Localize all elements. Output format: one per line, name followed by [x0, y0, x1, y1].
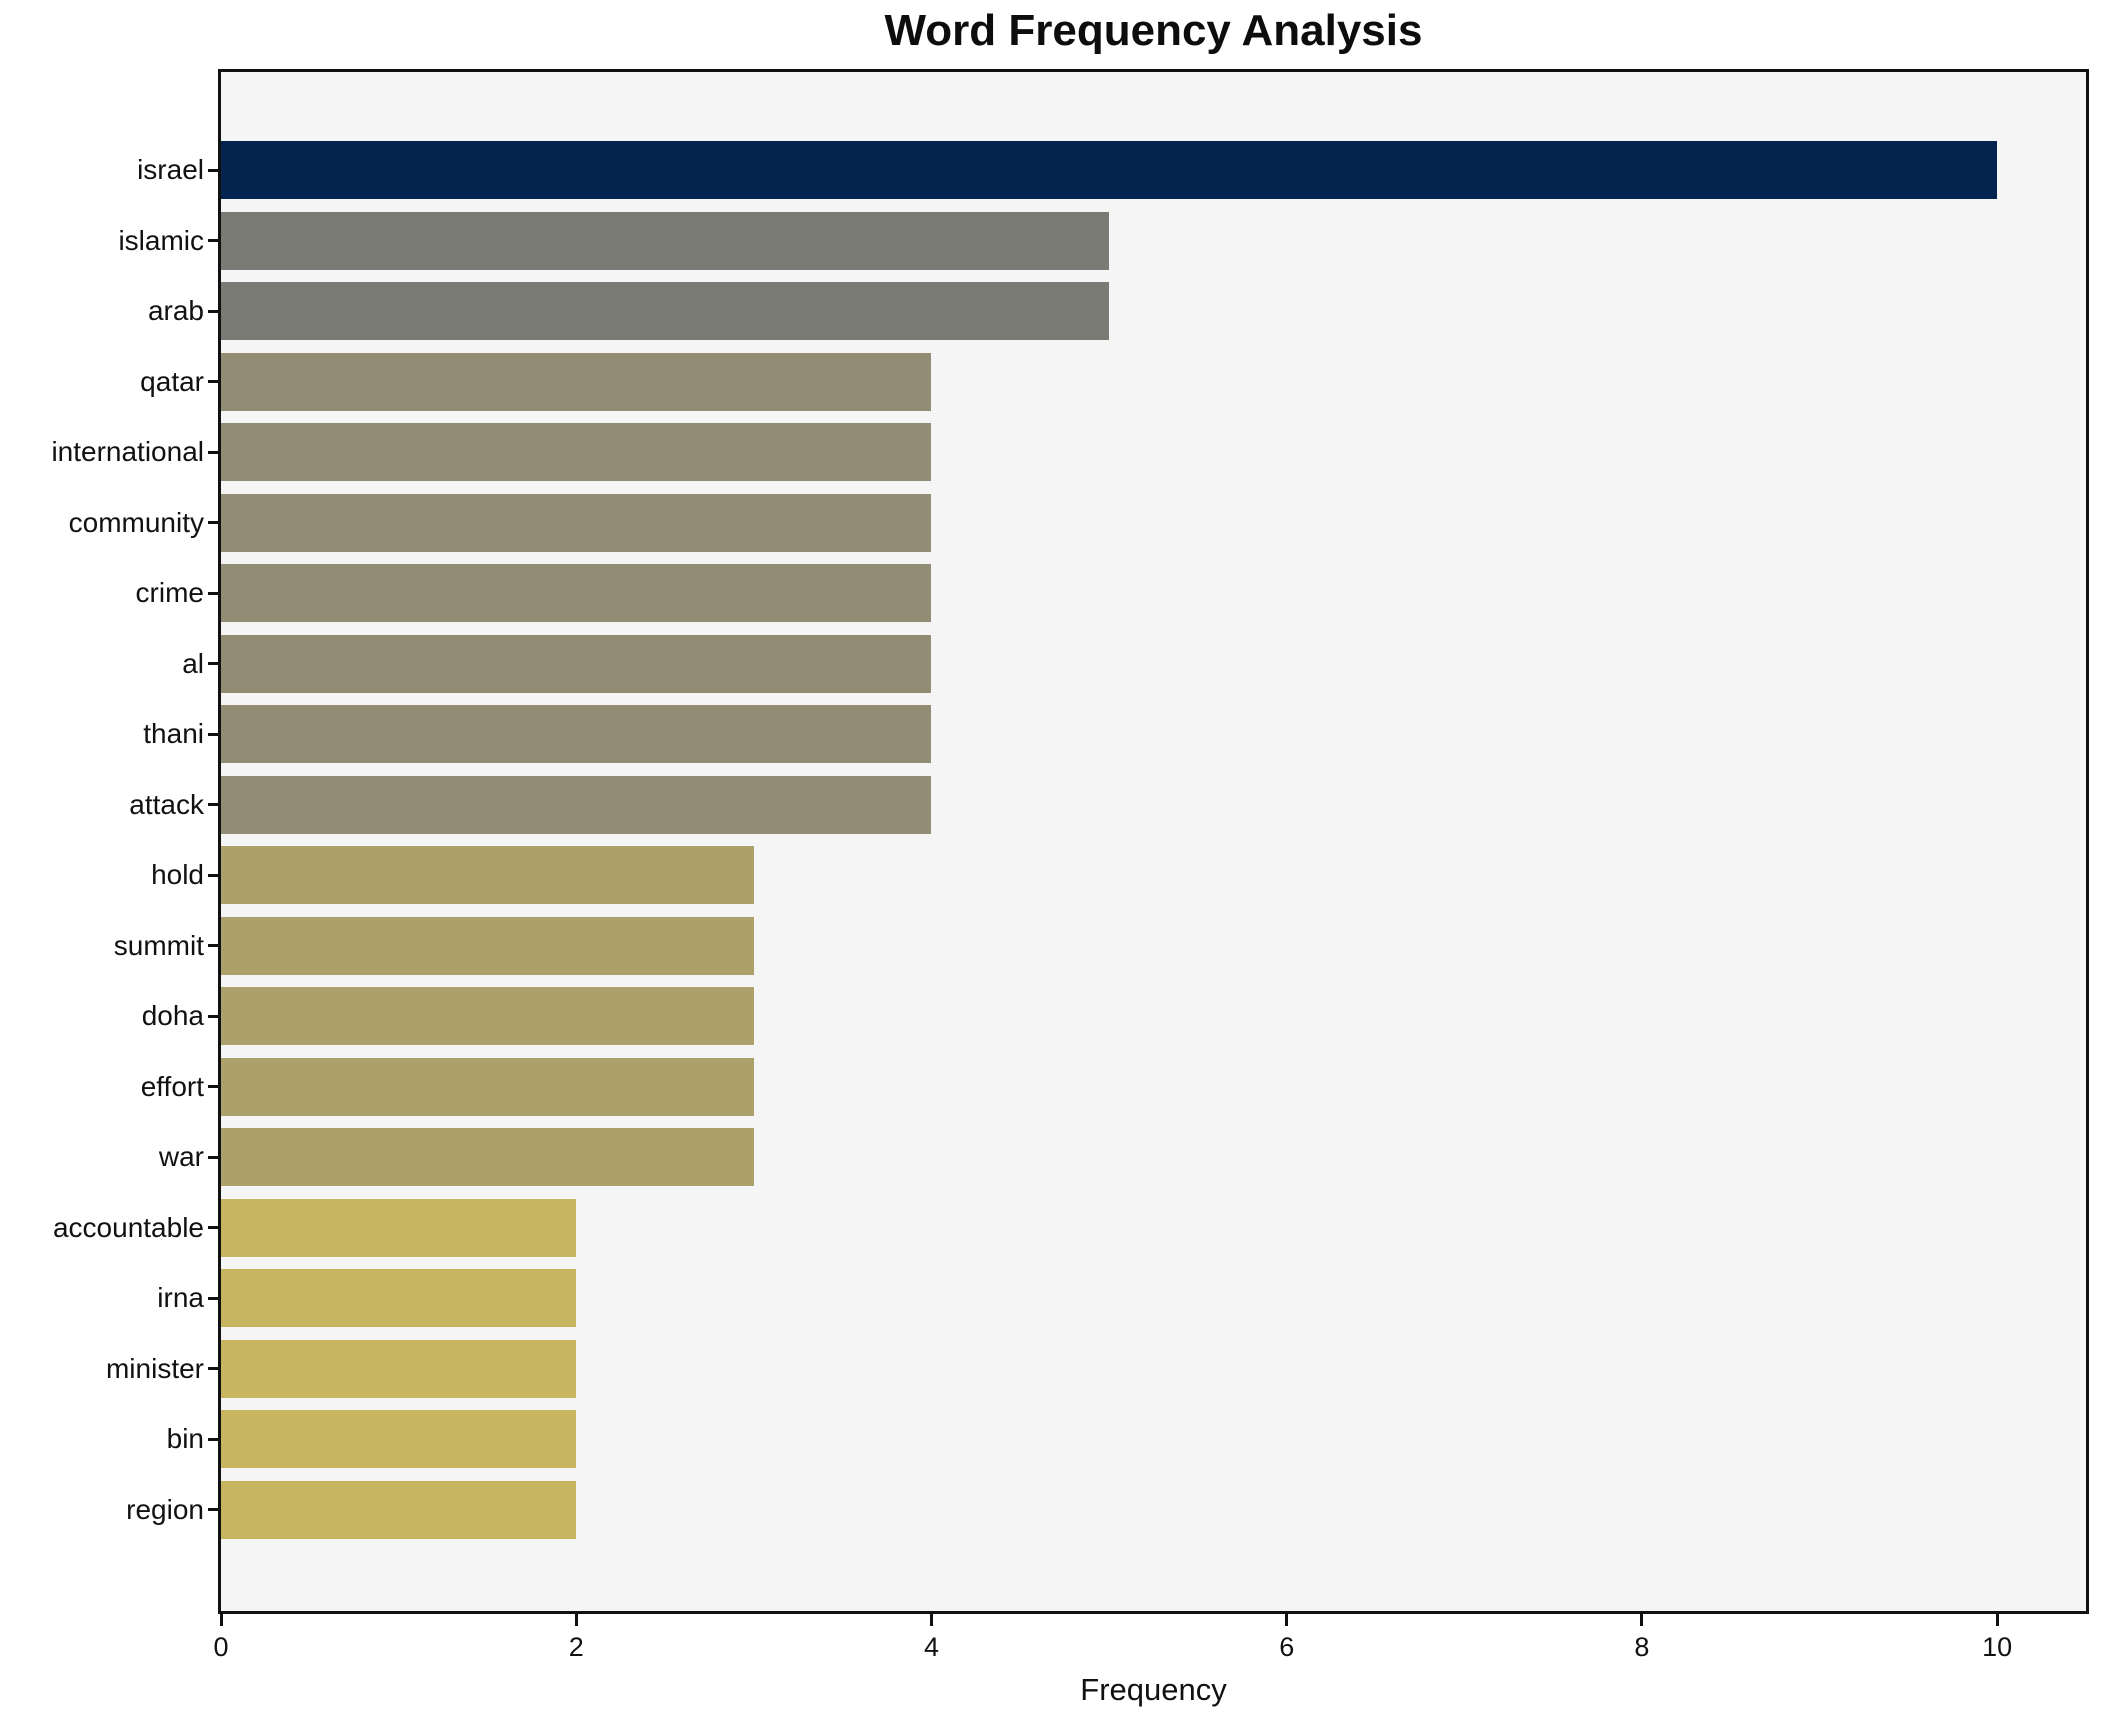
y-tick-war — [208, 1155, 219, 1159]
y-tick-label-minister: minister — [105, 1352, 204, 1384]
y-tick-israel — [208, 168, 219, 172]
y-tick-label-international: international — [51, 436, 204, 468]
y-tick-doha — [208, 1014, 219, 1018]
bar-irna — [221, 1269, 577, 1328]
x-tick-0 — [219, 1614, 223, 1626]
x-tick-label-2: 2 — [568, 1632, 584, 1662]
y-tick-label-irna: irna — [157, 1282, 204, 1314]
y-tick-region — [208, 1508, 219, 1512]
y-tick-label-hold: hold — [151, 859, 204, 891]
y-tick-crime — [208, 591, 219, 595]
plot-area — [221, 72, 2086, 1611]
bar-hold — [221, 846, 754, 905]
bar-al — [221, 634, 932, 693]
y-tick-label-accountable: accountable — [52, 1211, 204, 1243]
y-tick-community — [208, 521, 219, 525]
bar-bin — [221, 1410, 577, 1469]
chart-title: Word Frequency Analysis — [884, 6, 1423, 55]
bar-crime — [221, 564, 932, 623]
bar-war — [221, 1128, 754, 1187]
bar-thani — [221, 705, 932, 764]
y-tick-attack — [208, 803, 219, 807]
y-tick-bin — [208, 1437, 219, 1441]
y-tick-effort — [208, 1085, 219, 1089]
x-tick-10 — [1995, 1614, 1999, 1626]
bar-international — [221, 423, 932, 482]
y-tick-al — [208, 662, 219, 666]
y-tick-label-islamic: islamic — [118, 224, 204, 256]
y-tick-qatar — [208, 380, 219, 384]
x-tick-label-0: 0 — [213, 1632, 229, 1662]
y-tick-arab — [208, 309, 219, 313]
bar-summit — [221, 916, 754, 975]
x-tick-label-6: 6 — [1279, 1632, 1295, 1662]
bar-community — [221, 493, 932, 552]
bar-accountable — [221, 1198, 577, 1257]
y-tick-label-qatar: qatar — [140, 365, 204, 397]
bar-region — [221, 1480, 577, 1539]
y-tick-summit — [208, 944, 219, 948]
y-tick-label-thani: thani — [143, 718, 204, 750]
x-tick-4 — [929, 1614, 933, 1626]
y-tick-label-effort: effort — [140, 1070, 204, 1102]
bar-doha — [221, 987, 754, 1046]
y-tick-label-community: community — [68, 506, 204, 538]
bar-islamic — [221, 211, 1110, 270]
y-tick-label-doha: doha — [141, 1000, 204, 1032]
x-tick-label-10: 10 — [1982, 1632, 2013, 1662]
bar-effort — [221, 1057, 754, 1116]
x-axis-label: Frequency — [1080, 1672, 1227, 1707]
y-tick-thani — [208, 732, 219, 736]
bar-qatar — [221, 352, 932, 411]
x-tick-label-8: 8 — [1634, 1632, 1650, 1662]
bar-arab — [221, 282, 1110, 341]
y-tick-label-summit: summit — [113, 929, 204, 961]
x-tick-2 — [574, 1614, 578, 1626]
x-tick-8 — [1640, 1614, 1644, 1626]
y-tick-hold — [208, 873, 219, 877]
bar-israel — [221, 141, 1998, 200]
y-tick-label-war: war — [158, 1141, 204, 1173]
y-tick-label-crime: crime — [135, 577, 204, 609]
x-tick-label-4: 4 — [923, 1632, 939, 1662]
y-tick-label-bin: bin — [166, 1423, 204, 1455]
y-tick-international — [208, 450, 219, 454]
y-tick-irna — [208, 1296, 219, 1300]
y-tick-label-al: al — [182, 647, 204, 679]
y-tick-label-region: region — [126, 1493, 204, 1525]
y-tick-label-attack: attack — [129, 788, 204, 820]
y-tick-minister — [208, 1367, 219, 1371]
bar-attack — [221, 775, 932, 834]
bar-minister — [221, 1339, 577, 1398]
y-tick-islamic — [208, 239, 219, 243]
y-tick-label-israel: israel — [137, 154, 204, 186]
x-tick-6 — [1285, 1614, 1289, 1626]
y-tick-label-arab: arab — [147, 295, 204, 327]
y-tick-accountable — [208, 1226, 219, 1230]
